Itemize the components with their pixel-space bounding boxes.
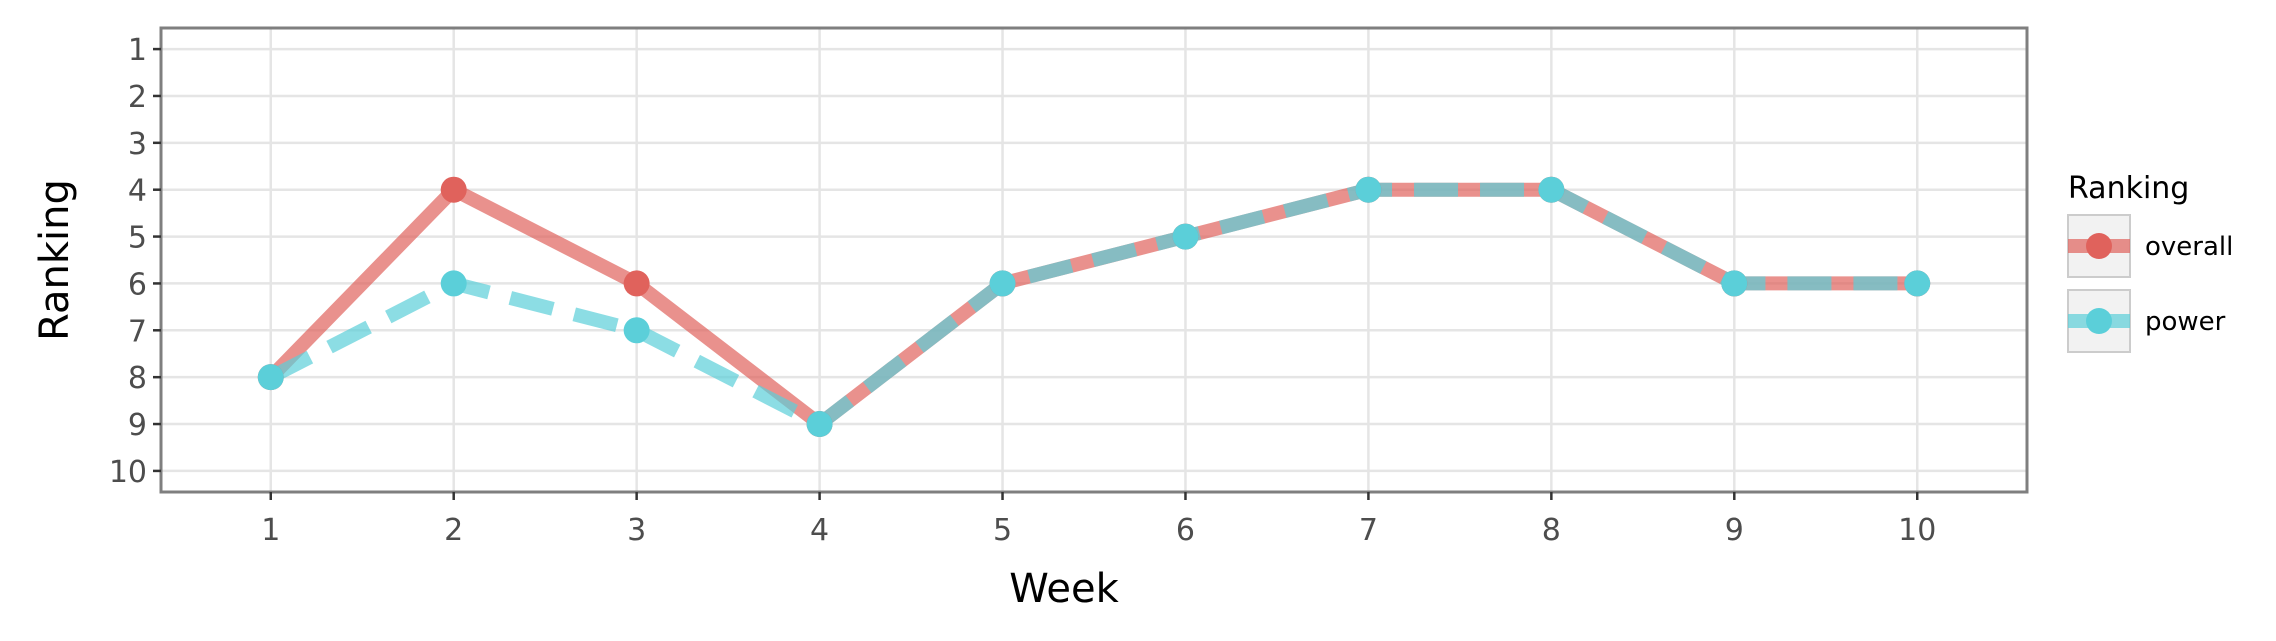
data-point-power [1355,176,1382,203]
data-point-power [1904,270,1931,297]
legend-point-overall [2086,233,2112,259]
data-point-power [623,317,650,344]
x-tick-label: 7 [1359,513,1378,548]
y-tick-label: 8 [128,361,147,396]
y-tick-label: 4 [128,174,147,209]
y-tick-label: 1 [128,33,147,68]
y-tick-label: 7 [128,314,147,349]
data-point-power [440,270,467,297]
y-axis-title: Ranking [32,179,78,341]
x-tick-label: 4 [810,513,829,548]
y-tick-label: 10 [109,455,147,490]
legend: Ranking overall power [2067,171,2233,353]
data-point-power [1172,223,1199,250]
series-points [257,176,1931,438]
y-tick-label: 2 [128,80,147,115]
x-axis-title: Week [1009,566,1119,612]
grid-lines [161,28,2027,492]
x-tick-label: 1 [261,513,280,548]
x-tick-label: 5 [993,513,1012,548]
data-point-power [806,411,833,438]
series-lines [265,182,1918,431]
legend-label-power: power [2145,307,2226,337]
y-axis-ticks: 1 2 3 4 5 6 7 8 9 10 [109,33,161,490]
series-line-power [267,182,1918,431]
x-axis-ticks: 1 2 3 4 5 6 7 8 9 10 [261,492,1936,548]
x-tick-label: 2 [444,513,463,548]
legend-label-overall: overall [2145,232,2233,262]
data-point-overall [440,176,467,203]
x-tick-label: 8 [1542,513,1561,548]
y-tick-label: 9 [128,408,147,443]
data-point-power [1721,270,1748,297]
x-tick-label: 6 [1176,513,1195,548]
x-tick-label: 10 [1898,513,1936,548]
legend-title: Ranking [2068,171,2189,206]
y-tick-label: 6 [128,267,147,302]
legend-point-power [2086,308,2112,334]
x-tick-label: 9 [1725,513,1744,548]
x-tick-label: 3 [627,513,646,548]
data-point-power [1538,176,1565,203]
y-tick-label: 5 [128,221,147,256]
data-point-power [989,270,1016,297]
plot-border [159,26,2029,494]
y-tick-label: 3 [128,127,147,162]
data-point-power [257,364,284,391]
data-point-overall [623,270,650,297]
